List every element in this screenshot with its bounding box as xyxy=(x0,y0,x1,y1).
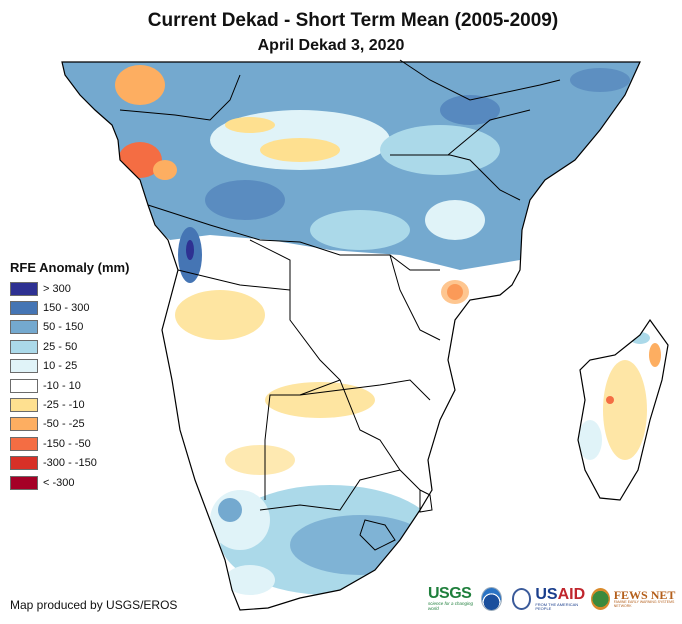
legend-label: -10 - 10 xyxy=(43,379,81,392)
legend-swatch xyxy=(10,320,38,335)
legend-label: 10 - 25 xyxy=(43,360,78,373)
legend-swatch xyxy=(10,417,38,432)
legend-swatch xyxy=(10,281,38,296)
legend-swatch xyxy=(10,398,38,413)
legend-item: -150 - -50 xyxy=(10,434,129,453)
legend-item: > 300 xyxy=(10,279,129,298)
map-subtitle: April Dekad 3, 2020 xyxy=(257,37,405,54)
partner-logos: USGS science for a changing world USAID … xyxy=(428,586,682,611)
legend-item: 25 - 50 xyxy=(10,337,129,356)
legend-swatch xyxy=(10,475,38,490)
map-title: Current Dekad - Short Term Mean (2005-20… xyxy=(147,10,559,31)
legend-item: -300 - -150 xyxy=(10,454,129,473)
usaid-logo: USAID FROM THE AMERICAN PEOPLE xyxy=(535,585,586,611)
legend: RFE Anomaly (mm) > 300 150 - 300 50 - 150 2… xyxy=(10,260,129,492)
legend-item: 150 - 300 xyxy=(10,298,129,317)
fews-net-logo: FEWS NET FAMINE EARLY WARNING SYSTEMS NE… xyxy=(613,588,676,608)
usaid-seal-icon xyxy=(511,587,532,610)
legend-swatch xyxy=(10,378,38,393)
legend-label: -300 - -150 xyxy=(43,457,97,470)
legend-label: < -300 xyxy=(43,476,75,489)
legend-label: 50 - 150 xyxy=(43,321,84,334)
legend-swatch xyxy=(10,359,38,374)
map-credit: Map produced by USGS/EROS xyxy=(10,598,178,612)
legend-label: 25 - 50 xyxy=(43,340,78,353)
legend-title: RFE Anomaly (mm) xyxy=(10,260,130,275)
legend-item: -10 - 10 xyxy=(10,376,129,395)
legend-label: -25 - -10 xyxy=(43,399,85,412)
legend-label: -150 - -50 xyxy=(43,437,91,450)
madagascar-outline xyxy=(577,318,669,501)
usgs-logo: USGS science for a changing world xyxy=(428,585,474,611)
legend-item: 50 - 150 xyxy=(10,318,129,337)
legend-swatch xyxy=(10,436,38,451)
legend-item: -50 - -25 xyxy=(10,415,129,434)
noaa-logo-icon xyxy=(481,586,502,611)
legend-item: 10 - 25 xyxy=(10,357,129,376)
legend-swatch xyxy=(10,339,38,354)
legend-label: -50 - -25 xyxy=(43,418,85,431)
madagascar-layer xyxy=(578,320,668,500)
legend-item: -25 - -10 xyxy=(10,395,129,414)
fews-globe-icon xyxy=(590,587,610,610)
legend-label: > 300 xyxy=(43,282,71,295)
legend-swatch xyxy=(10,301,38,316)
legend-item: < -300 xyxy=(10,473,129,492)
legend-label: 150 - 300 xyxy=(43,302,90,315)
legend-swatch xyxy=(10,456,38,471)
country-borders xyxy=(119,59,561,551)
